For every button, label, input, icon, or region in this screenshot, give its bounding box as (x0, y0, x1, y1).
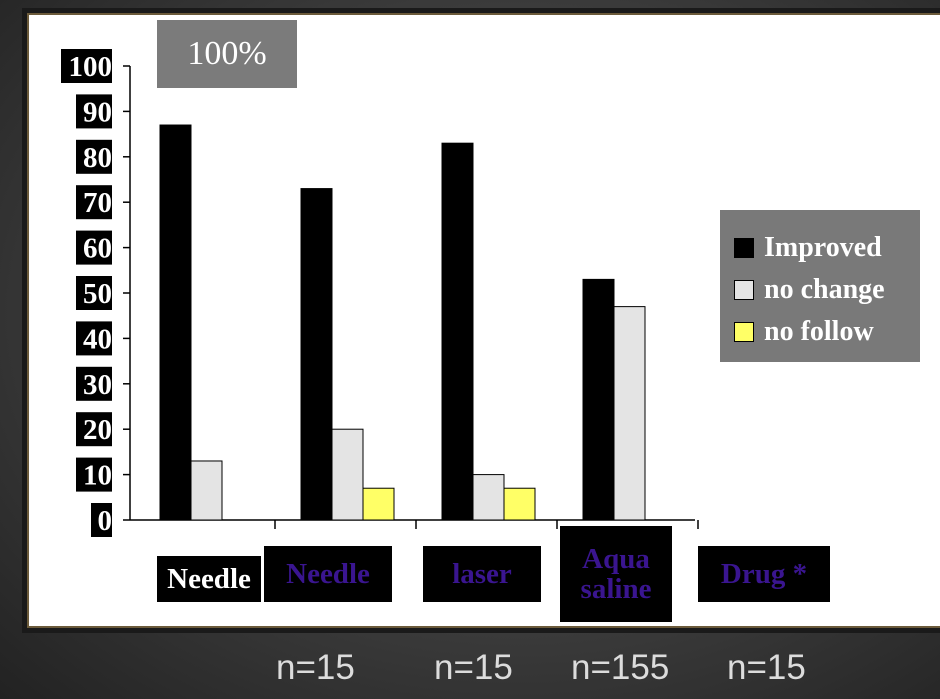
chart-title-text: 100% (187, 35, 267, 72)
category-label-laser: laser (423, 546, 541, 602)
legend-label-no-follow: no follow (764, 315, 874, 347)
y-tick-label: 30 (83, 369, 112, 401)
legend-item-improved: Improved (734, 222, 920, 273)
y-tick-bg (76, 366, 112, 401)
y-tick-label: 40 (83, 323, 112, 355)
category-label-needle-1: Needle (157, 556, 261, 602)
bar-no-change (331, 428, 364, 521)
y-tick-bg (76, 139, 112, 174)
y-tick-label: 60 (83, 233, 112, 265)
n-label-1: n=15 (276, 648, 355, 687)
y-tick-label: 50 (83, 278, 112, 310)
bar-no-change (472, 474, 505, 521)
y-tick-bg (76, 276, 112, 310)
bar-improved (582, 278, 615, 521)
y-tick-label: 70 (83, 187, 112, 219)
bar-no-change (613, 306, 646, 521)
legend-label-no-change: no change (764, 273, 885, 305)
y-tick-label: 100 (69, 51, 113, 83)
category-label-drug: Drug * (698, 546, 830, 602)
category-label-needle-2: Needle (264, 546, 392, 602)
y-tick-bg (91, 503, 112, 537)
y-tick-bg (61, 49, 112, 83)
legend-item-no-change: no change (734, 264, 920, 315)
n-label-4: n=15 (727, 648, 806, 687)
legend-label-improved: Improved (764, 231, 882, 263)
y-tick-label: 10 (83, 460, 112, 492)
bar-improved (159, 124, 192, 521)
category-label-aqua-saline: Aqua saline (560, 526, 672, 622)
bar-no-follow (362, 487, 395, 521)
y-tick-bg (76, 321, 112, 356)
y-tick-label: 90 (83, 96, 112, 128)
y-tick-bg (76, 185, 112, 220)
legend-item-no-follow: no follow (734, 306, 920, 357)
legend: Improved no change no follow (720, 210, 920, 362)
y-tick-bg (76, 412, 112, 447)
bar-improved (441, 142, 474, 521)
y-tick-label: 0 (98, 505, 113, 537)
bar-improved (300, 188, 333, 521)
chart-title: 100% (157, 20, 297, 88)
bar-no-change (190, 460, 223, 521)
y-tick-bg (76, 94, 112, 129)
legend-swatch-no-follow (734, 321, 754, 342)
y-tick-label: 20 (83, 414, 112, 446)
bar-no-follow (503, 487, 536, 521)
n-label-2: n=15 (434, 648, 513, 687)
legend-swatch-no-change (734, 279, 754, 300)
y-tick-label: 80 (83, 142, 112, 174)
n-label-3: n=155 (571, 648, 670, 687)
y-tick-bg (76, 230, 112, 265)
legend-swatch-improved (734, 237, 754, 258)
y-tick-bg (76, 457, 112, 492)
